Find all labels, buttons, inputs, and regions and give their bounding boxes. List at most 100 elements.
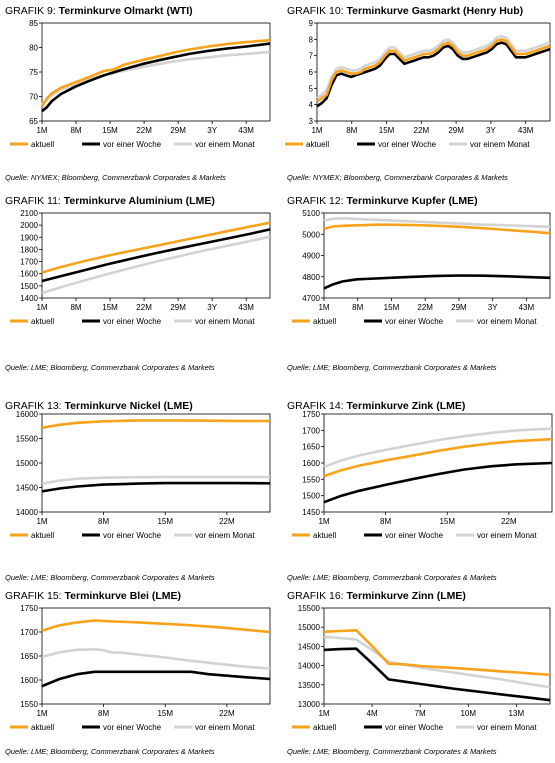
legend-label: vor einer Woche	[103, 531, 162, 540]
chart-source: Quelle: LME; Bloomberg, Commerzbank Corp…	[287, 747, 497, 756]
x-tick-label: 15M	[384, 303, 400, 312]
legend-vor-einer-woche: vor einer Woche	[357, 140, 437, 149]
chart-svg: 14000 14500 15000 15500 16000 1M 8M 15M 22M aktue…	[10, 410, 271, 540]
chart-svg: 13000 13500 14000 14500 15000 15500 1M 4M 7M 10M 1…	[292, 604, 551, 732]
y-tick-label: 65	[29, 117, 38, 126]
chart-svg: 3 4 5 6 7 8 9 1M 8M 15M 22M 29M 3Y 43M aktuell vor eine…	[285, 19, 551, 149]
x-tick-label: 8M	[352, 303, 363, 312]
series-vor-einem-monat	[41, 235, 271, 295]
chart-source: Quelle: LME; Bloomberg, Commerzbank Corp…	[5, 573, 215, 582]
legend-label: vor einer Woche	[378, 140, 437, 149]
legend-aktuell: aktuell	[10, 317, 54, 326]
legend-vor-einem-monat: vor einem Monat	[456, 317, 537, 326]
chart-panel-7: GRAFIK 15: Terminkurve Blei (LME) 1550 160…	[5, 590, 275, 760]
legend-label: aktuell	[31, 140, 54, 149]
x-tick-label: 1M	[311, 126, 322, 135]
chart-title: GRAFIK 12: Terminkurve Kupfer (LME)	[287, 195, 478, 207]
x-tick-label: 13M	[509, 709, 525, 718]
chart-svg: 1550 1600 1650 1700 1750 1M 8M 15M 22M aktuell vor…	[10, 604, 271, 732]
x-tick-label: 3Y	[207, 126, 217, 135]
legend-aktuell: aktuell	[292, 531, 336, 540]
series-aktuell	[323, 223, 551, 235]
y-tick-label: 1600	[20, 676, 38, 685]
chart-number: GRAFIK 16:	[287, 590, 344, 602]
y-tick-label: 1750	[20, 604, 38, 613]
x-tick-label: 22M	[219, 709, 235, 718]
chart-title-text: Terminkurve Zink (LME)	[343, 400, 466, 412]
legend-vor-einer-woche: vor einer Woche	[364, 723, 444, 732]
y-tick-label: 1450	[302, 508, 320, 517]
x-tick-label: 1M	[36, 709, 47, 718]
chart-svg: 65 70 75 80 85 1M 8M 15M 22M 29M 3Y 43M aktuell vor e…	[10, 19, 271, 149]
plot-frame	[41, 212, 271, 299]
chart-title-text: Terminkurve Olmarkt (WTI)	[55, 5, 193, 17]
legend-label: vor einem Monat	[477, 531, 537, 540]
chart-source: Quelle: LME; Bloomberg, Commerzbank Corp…	[287, 573, 497, 582]
x-tick-label: 8M	[98, 517, 109, 526]
chart-title: GRAFIK 14: Terminkurve Zink (LME)	[287, 400, 465, 412]
x-tick-label: 7M	[415, 709, 426, 718]
y-tick-label: 1750	[302, 410, 320, 419]
y-tick-label: 1650	[20, 652, 38, 661]
legend-vor-einer-woche: vor einer Woche	[82, 531, 162, 540]
y-tick-label: 1600	[302, 459, 320, 468]
chart-panel-5: GRAFIK 13: Terminkurve Nickel (LME) 14000…	[5, 400, 275, 585]
legend-aktuell: aktuell	[292, 317, 336, 326]
chart-title: GRAFIK 11: Terminkurve Aluminium (LME)	[5, 195, 215, 207]
y-tick-label: 7	[309, 52, 314, 61]
y-tick-label: 14000	[16, 508, 39, 517]
series-vor-einer-woche	[323, 461, 553, 504]
legend-vor-einer-woche: vor einer Woche	[82, 723, 162, 732]
y-tick-label: 1650	[302, 443, 320, 452]
y-tick-label: 16000	[16, 410, 39, 419]
plot-frame	[41, 22, 271, 122]
legend-label: aktuell	[313, 317, 336, 326]
chart-number: GRAFIK 15:	[5, 590, 62, 602]
y-tick-label: 8	[309, 35, 314, 44]
legend-vor-einem-monat: vor einem Monat	[456, 531, 537, 540]
legend-aktuell: aktuell	[10, 723, 54, 732]
x-tick-label: 1M	[36, 517, 47, 526]
series-vor-einer-woche	[316, 41, 551, 108]
legend-vor-einer-woche: vor einer Woche	[364, 317, 444, 326]
series-vor-einer-woche	[323, 647, 551, 702]
x-tick-label: 15M	[439, 517, 455, 526]
y-tick-label: 1600	[20, 270, 38, 279]
legend-vor-einem-monat: vor einem Monat	[449, 140, 530, 149]
chart-title: GRAFIK 9: Terminkurve Olmarkt (WTI)	[5, 5, 193, 17]
legend-label: vor einer Woche	[103, 140, 162, 149]
chart-title-text: Terminkurve Zinn (LME)	[343, 590, 466, 602]
x-tick-label: 29M	[448, 126, 464, 135]
chart-title: GRAFIK 16: Terminkurve Zinn (LME)	[287, 590, 466, 602]
y-tick-label: 1550	[302, 475, 320, 484]
series-vor-einem-monat	[316, 34, 551, 100]
y-tick-label: 5000	[302, 230, 320, 239]
y-tick-label: 1550	[20, 700, 38, 709]
x-tick-label: 3Y	[488, 303, 498, 312]
legend-label: vor einem Monat	[477, 317, 537, 326]
y-tick-label: 5100	[302, 209, 320, 218]
y-tick-label: 85	[29, 19, 38, 28]
x-tick-label: 3Y	[486, 126, 496, 135]
series-aktuell	[323, 437, 553, 478]
series-vor-einer-woche	[41, 228, 271, 283]
plot-frame	[41, 413, 271, 513]
chart-title-text: Terminkurve Aluminium (LME)	[60, 195, 215, 207]
legend-label: vor einem Monat	[195, 317, 255, 326]
x-tick-label: 29M	[170, 303, 186, 312]
chart-number: GRAFIK 11:	[5, 195, 61, 207]
y-tick-label: 14000	[298, 662, 321, 671]
chart-title-text: Terminkurve Kupfer (LME)	[343, 195, 478, 207]
plot-frame	[316, 22, 551, 122]
x-tick-label: 22M	[501, 517, 517, 526]
chart-title-text: Terminkurve Nickel (LME)	[61, 400, 193, 412]
y-tick-label: 4700	[302, 294, 320, 303]
series-aktuell	[41, 221, 271, 274]
x-tick-label: 3Y	[207, 303, 217, 312]
chart-title: GRAFIK 13: Terminkurve Nickel (LME)	[5, 400, 193, 412]
series-vor-einem-monat	[323, 635, 551, 689]
y-tick-label: 4	[309, 101, 314, 110]
series-aktuell	[40, 38, 271, 107]
legend-label: vor einem Monat	[195, 723, 255, 732]
chart-source: Quelle: NYMEX; Bloomberg, Commerzbank Co…	[5, 173, 226, 182]
